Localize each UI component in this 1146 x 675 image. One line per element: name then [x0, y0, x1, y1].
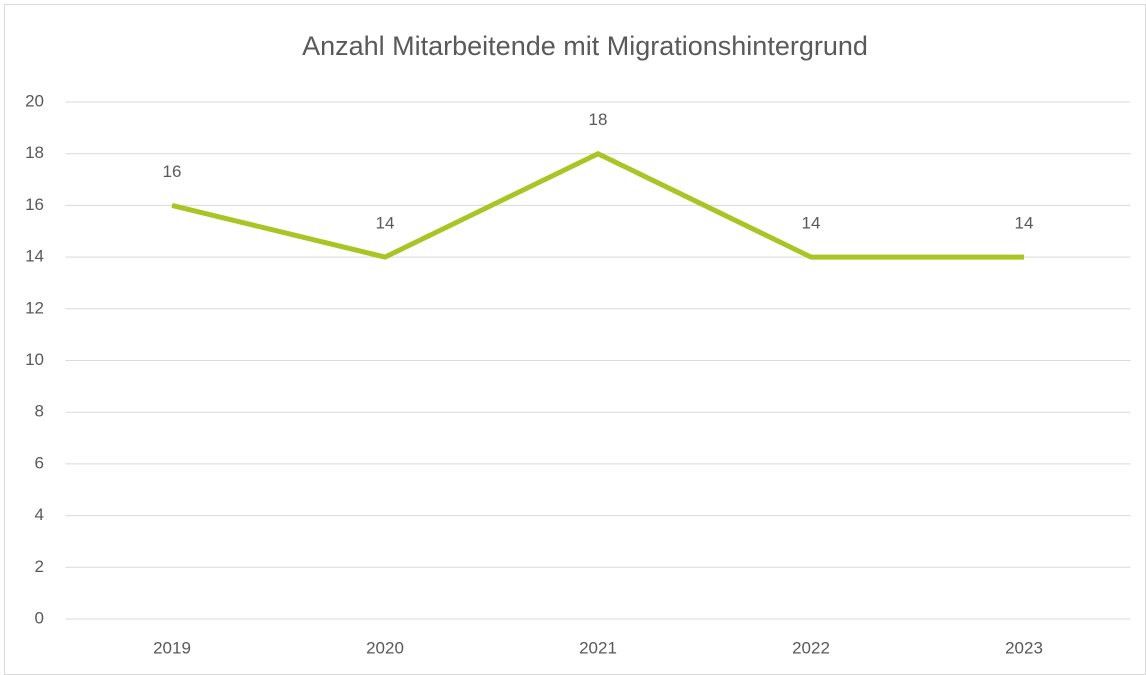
x-tick-label: 2022: [792, 638, 830, 657]
y-tick-label: 6: [35, 453, 44, 472]
y-tick-label: 20: [25, 91, 44, 110]
y-tick-label: 12: [25, 298, 44, 317]
data-label: 16: [163, 162, 182, 181]
chart-border: [4, 4, 1146, 675]
x-tick-label: 2020: [366, 638, 404, 657]
y-tick-label: 8: [35, 402, 44, 421]
chart-title: Anzahl Mitarbeitende mit Migrationshinte…: [302, 31, 868, 61]
line-series: [171, 151, 1024, 260]
data-label: 18: [589, 110, 608, 129]
data-label: 14: [1015, 214, 1034, 233]
data-label: 14: [376, 214, 395, 233]
x-tick-label: 2023: [1005, 638, 1043, 657]
y-tick-label: 0: [35, 608, 44, 627]
x-tick-label: 2021: [579, 638, 617, 657]
y-tick-label: 2: [35, 557, 44, 576]
x-tick-label: 2019: [153, 638, 191, 657]
y-tick-label: 16: [25, 195, 44, 214]
y-tick-label: 4: [35, 505, 44, 524]
y-tick-label: 18: [25, 143, 44, 162]
data-label: 14: [802, 214, 821, 233]
y-tick-label: 10: [25, 350, 44, 369]
y-tick-label: 14: [25, 247, 44, 266]
